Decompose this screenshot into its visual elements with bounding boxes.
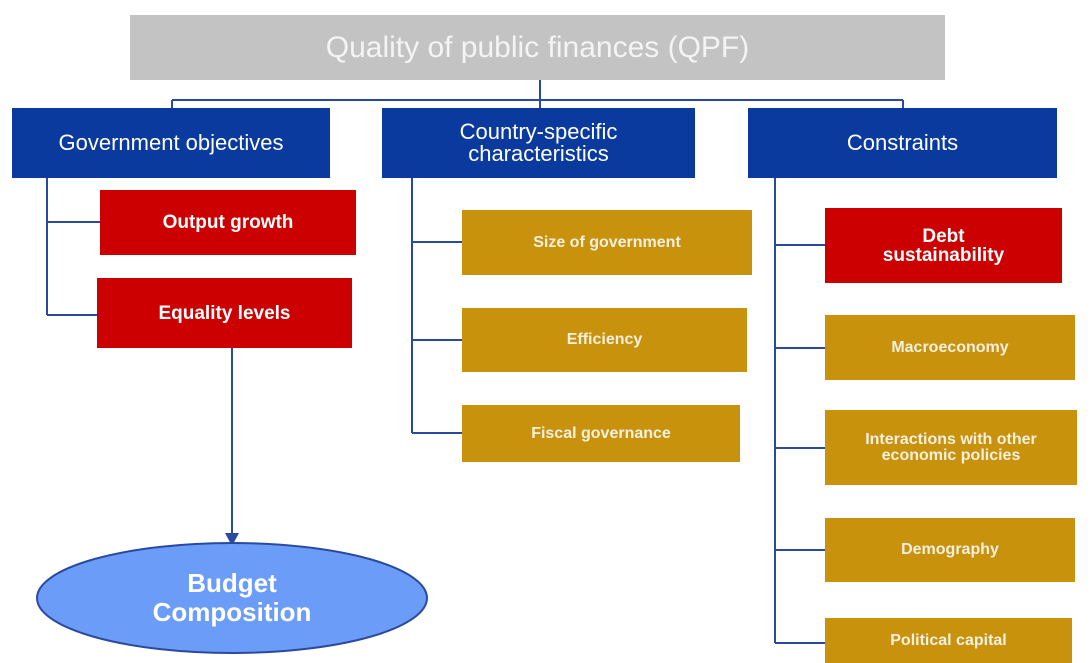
item: Size of government [462, 210, 752, 275]
outcome-ellipse [36, 542, 428, 654]
item: Output growth [100, 190, 356, 255]
item: Interactions with other economic policie… [825, 410, 1077, 485]
item: Macroeconomy [825, 315, 1075, 380]
outcome-label: Budget Composition [152, 568, 312, 627]
item: Demography [825, 518, 1075, 582]
tree-line [46, 178, 100, 316]
column-header: Government objectives [12, 108, 330, 178]
item: Efficiency [462, 308, 747, 372]
column-header: Constraints [748, 108, 1057, 178]
item: Political capital [825, 618, 1072, 663]
column-header: Country-specific characteristics [382, 108, 695, 178]
tree-line [774, 178, 825, 644]
title: Quality of public finances (QPF) [130, 15, 945, 80]
item: Debt sustainability [825, 208, 1062, 283]
arrow-head [225, 533, 239, 546]
item: Equality levels [97, 278, 352, 348]
tree-line [411, 178, 462, 434]
item: Fiscal governance [462, 405, 740, 462]
